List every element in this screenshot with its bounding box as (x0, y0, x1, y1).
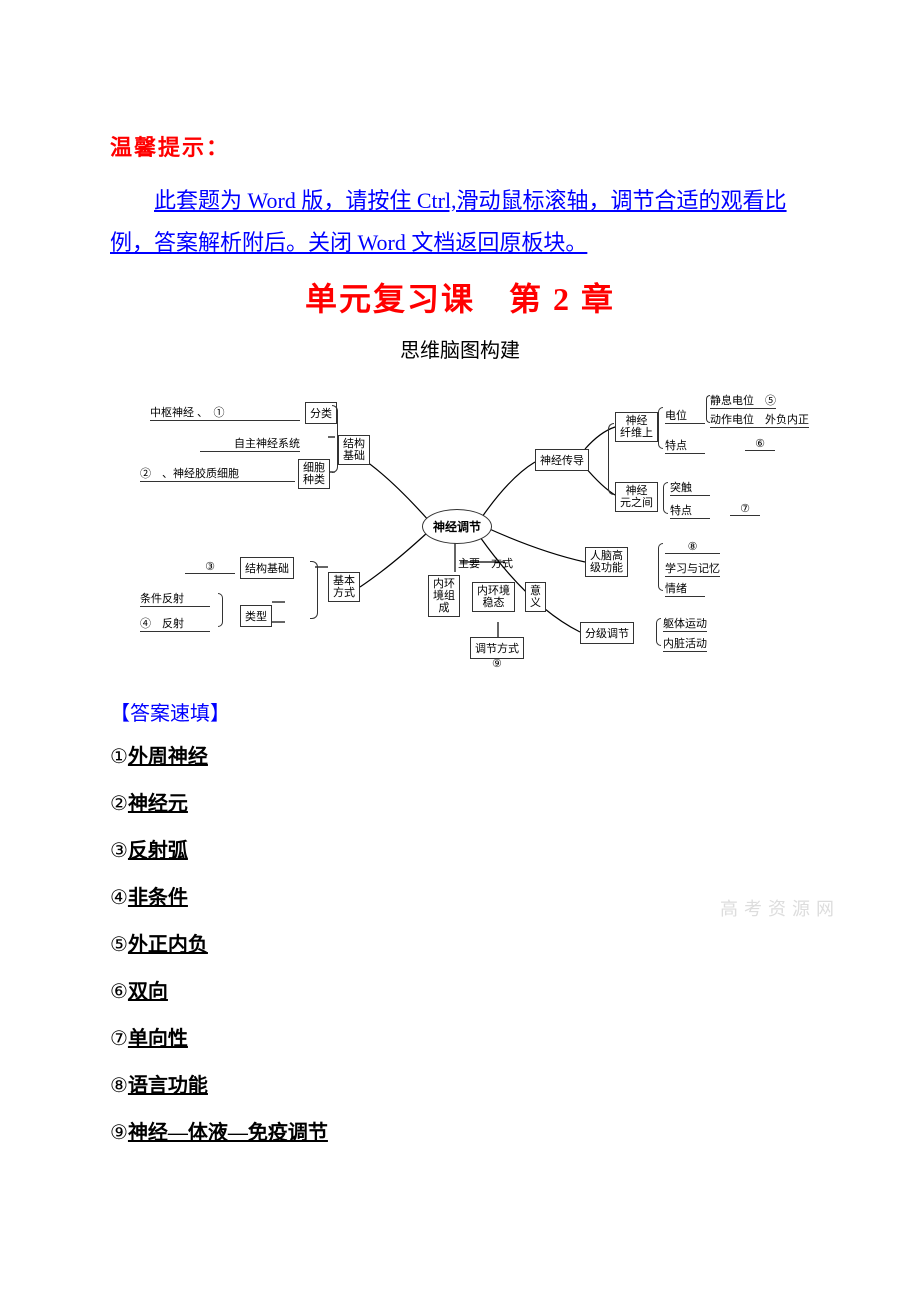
mm-blank9: ⑨ (492, 657, 502, 670)
mm-emotion: 情绪 (665, 580, 705, 597)
answer-num-8: ⑧ (110, 1073, 128, 1098)
mm-box-celltype: 细胞种类 (298, 459, 330, 489)
mm-feature1: 特点 (665, 437, 705, 454)
answer-7: ⑦单向性 (110, 1022, 810, 1051)
answers-label: 【答案速填】 (110, 697, 810, 726)
answer-val-8: 语言功能 (128, 1075, 208, 1097)
mm-feature2: 特点 (670, 502, 710, 519)
mindmap: 神经调节 中枢神经 、 ① 分类 自主神经系统 结构基础 ② 、神经胶质细胞 细… (110, 377, 810, 677)
answer-9: ⑨神经—体液—免疫调节 (110, 1116, 810, 1145)
mm-bracket-r1 (658, 407, 663, 449)
answer-val-2: 神经元 (128, 793, 188, 815)
mm-blank7: ⑦ (730, 502, 760, 516)
answer-num-5: ⑤ (110, 932, 128, 957)
mm-potential: 电位 (665, 407, 705, 424)
mindmap-center: 神经调节 (422, 509, 492, 544)
mm-box-stable: 内环境稳态 (472, 582, 515, 612)
mm-blank3: ③ (185, 560, 235, 574)
answer-val-9: 神经—体液—免疫调节 (128, 1122, 328, 1144)
answer-val-6: 双向 (128, 981, 168, 1003)
answer-num-9: ⑨ (110, 1120, 128, 1145)
answer-val-1: 外周神经 (128, 746, 208, 768)
unit-title: 单元复习课 第 2 章 (110, 274, 810, 320)
answer-5: ⑤外正内负 (110, 928, 810, 957)
mm-organ: 内脏活动 (663, 635, 707, 652)
mm-learn: 学习与记忆 (665, 560, 720, 577)
answer-num-3: ③ (110, 838, 128, 863)
mm-main-mode: 主要 方式 (458, 555, 513, 571)
answer-val-3: 反射弧 (128, 840, 188, 862)
mm-synapse: 突触 (670, 479, 710, 496)
answer-6: ⑥双向 (110, 975, 810, 1004)
mm-box-structure: 结构基础 (338, 435, 370, 465)
instruction-text: 此套题为 Word 版，请按住 Ctrl,滑动鼠标滚轴，调节合适的观看比例，答案… (110, 180, 810, 264)
answer-val-4: 非条件 (128, 887, 188, 909)
mm-blank6: ⑥ (745, 437, 775, 451)
warm-tip-label: 温馨提示： (110, 130, 810, 162)
mm-body: 躯体运动 (663, 615, 707, 632)
subtitle: 思维脑图构建 (110, 334, 810, 363)
mm-box-basic: 基本方式 (328, 572, 360, 602)
mm-glia: ② 、神经胶质细胞 (140, 465, 295, 482)
mm-box-brain: 人脑高级功能 (585, 547, 628, 577)
mm-bracket-r3 (658, 543, 663, 591)
mm-bracket-r0 (608, 423, 614, 495)
mm-box-level: 分级调节 (580, 622, 634, 644)
mm-box-fiber: 神经纤维上 (615, 412, 658, 442)
mm-box-type: 类型 (240, 605, 272, 627)
answer-4: ④非条件 (110, 881, 810, 910)
answer-val-7: 单向性 (128, 1028, 188, 1050)
answer-num-7: ⑦ (110, 1026, 128, 1051)
mm-conditioned: 条件反射 (140, 590, 210, 607)
answer-3: ③反射弧 (110, 834, 810, 863)
mm-blank8: ⑧ (665, 540, 720, 554)
mm-bracket-3 (310, 561, 318, 619)
mm-action: 动作电位 外负内正 (710, 411, 809, 428)
mm-rest: 静息电位 ⑤ (710, 392, 776, 409)
mm-bracket-r4 (656, 618, 661, 646)
mm-unconditioned: ④ 反射 (140, 615, 210, 632)
answer-1: ①外周神经 (110, 740, 810, 769)
mm-bracket-1 (332, 405, 338, 473)
mm-box-env: 内环境组成 (428, 575, 460, 617)
mm-box-regmode: 调节方式 (470, 637, 524, 659)
mm-bracket-r1b (706, 395, 710, 423)
mm-bracket-2 (218, 593, 223, 627)
answer-num-2: ② (110, 791, 128, 816)
answer-val-5: 外正内负 (128, 934, 208, 956)
mm-autonomic: 自主神经系统 (200, 435, 300, 452)
mm-box-conduct: 神经传导 (535, 449, 589, 471)
answer-num-1: ① (110, 744, 128, 769)
mm-bracket-r2 (663, 482, 668, 514)
mm-box-structbasis: 结构基础 (240, 557, 294, 579)
answer-8: ⑧语言功能 (110, 1069, 810, 1098)
answer-num-4: ④ (110, 885, 128, 910)
mm-cns-text: 中枢神经 、 ① (150, 404, 300, 421)
answer-num-6: ⑥ (110, 979, 128, 1004)
mm-box-between: 神经元之间 (615, 482, 658, 512)
mm-box-mean: 意义 (525, 582, 546, 612)
answer-2: ②神经元 (110, 787, 810, 816)
